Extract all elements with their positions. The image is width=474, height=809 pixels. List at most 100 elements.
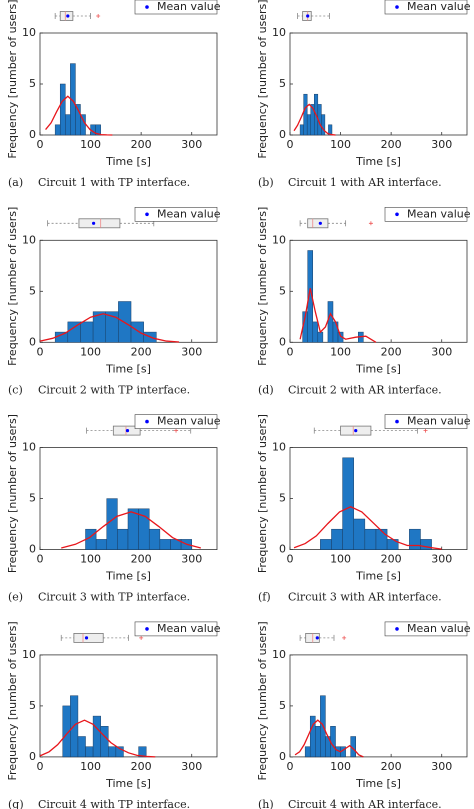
- y-tick-label: 10: [272, 233, 286, 246]
- legend-marker: [395, 5, 399, 9]
- y-tick-label: 10: [272, 26, 286, 39]
- bar: [327, 301, 334, 343]
- y-tick-label: 10: [22, 441, 36, 454]
- x-tick-label: 0: [287, 138, 294, 151]
- bar: [353, 518, 366, 550]
- caption-label: (d): [258, 383, 274, 396]
- legend-label: Mean value: [407, 622, 471, 635]
- x-axis-label: Time [s]: [355, 570, 401, 583]
- mean-marker: [92, 221, 96, 225]
- caption-label: (g): [8, 798, 24, 809]
- caption: Circuit 2 with AR interface.: [288, 383, 442, 396]
- y-tick-label: 10: [22, 26, 36, 39]
- fit-curve: [299, 288, 377, 343]
- legend-box: [134, 621, 218, 637]
- mean-marker: [315, 636, 319, 640]
- y-tick-label: 5: [279, 284, 286, 297]
- x-tick-label: 0: [287, 760, 294, 773]
- x-tick-label: 100: [80, 138, 101, 151]
- legend-label: Mean value: [407, 415, 471, 428]
- caption-label: (e): [8, 591, 23, 604]
- x-tick-label: 300: [431, 138, 452, 151]
- bar: [127, 508, 139, 550]
- y-tick-label: 0: [279, 543, 286, 556]
- y-tick-label: 0: [29, 335, 36, 348]
- y-axis-label: Frequency [number of users]: [6, 207, 19, 366]
- legend-box: [134, 0, 218, 15]
- x-tick-label: 200: [131, 345, 152, 358]
- y-tick-label: 10: [272, 648, 286, 661]
- bar: [328, 124, 333, 136]
- bar: [331, 528, 343, 550]
- y-tick-label: 0: [279, 335, 286, 348]
- x-tick-label: 100: [80, 553, 101, 566]
- mean-marker: [306, 14, 310, 18]
- y-axis-label: Frequency [number of users]: [6, 621, 19, 780]
- legend-marker: [145, 212, 149, 217]
- bar: [159, 539, 171, 550]
- legend-label: Mean value: [157, 207, 221, 220]
- bar: [65, 114, 71, 136]
- y-tick-label: 5: [29, 492, 36, 505]
- bar: [317, 331, 324, 343]
- fit-curve: [61, 511, 201, 549]
- fit-curve: [293, 103, 336, 136]
- bar: [320, 539, 332, 550]
- x-tick-label: 100: [330, 345, 351, 358]
- x-tick-label: 100: [80, 760, 101, 773]
- fit-curve: [294, 719, 364, 758]
- bar: [307, 250, 314, 343]
- bar: [100, 726, 109, 758]
- bar: [375, 528, 388, 550]
- bar: [315, 726, 321, 758]
- bar: [364, 528, 377, 550]
- y-tick-label: 5: [29, 699, 36, 712]
- x-axis-label: Time [s]: [355, 362, 401, 375]
- y-axis-label: Frequency [number of users]: [256, 207, 269, 366]
- y-tick-label: 5: [29, 284, 36, 297]
- bar: [148, 528, 161, 550]
- caption: Circuit 1 with TP interface.: [38, 176, 190, 189]
- y-tick-label: 0: [29, 750, 36, 763]
- legend-marker: [395, 627, 399, 631]
- bar: [321, 114, 326, 136]
- outlier: [342, 635, 347, 640]
- x-tick-label: 0: [37, 345, 44, 358]
- legend-label: Mean value: [407, 0, 471, 13]
- legend-label: Mean value: [157, 0, 221, 13]
- caption: Circuit 4 with TP interface.: [38, 798, 190, 809]
- bar: [108, 746, 117, 758]
- x-tick-label: 300: [181, 138, 202, 151]
- x-tick-label: 200: [131, 760, 152, 773]
- bar: [59, 83, 66, 136]
- x-tick-label: 300: [431, 760, 452, 773]
- legend-marker: [145, 5, 149, 9]
- bar: [303, 93, 308, 136]
- x-tick-label: 200: [381, 138, 402, 151]
- y-axis-label: Frequency [number of users]: [6, 414, 19, 573]
- x-tick-label: 300: [431, 553, 452, 566]
- bar: [77, 736, 86, 758]
- y-tick-label: 0: [279, 128, 286, 141]
- bar: [420, 539, 432, 550]
- legend-marker: [395, 419, 399, 424]
- caption-label: (f): [258, 591, 271, 604]
- y-tick-label: 10: [272, 441, 286, 454]
- bar: [54, 124, 61, 136]
- legend-box: [134, 207, 218, 222]
- outlier: [174, 428, 179, 433]
- box: [78, 218, 121, 229]
- caption: Circuit 1 with AR interface.: [288, 176, 442, 189]
- caption-label: (c): [8, 383, 23, 396]
- mean-marker: [125, 429, 130, 433]
- legend-label: Mean value: [407, 207, 471, 220]
- x-tick-label: 200: [131, 553, 152, 566]
- fit-curve: [45, 95, 113, 136]
